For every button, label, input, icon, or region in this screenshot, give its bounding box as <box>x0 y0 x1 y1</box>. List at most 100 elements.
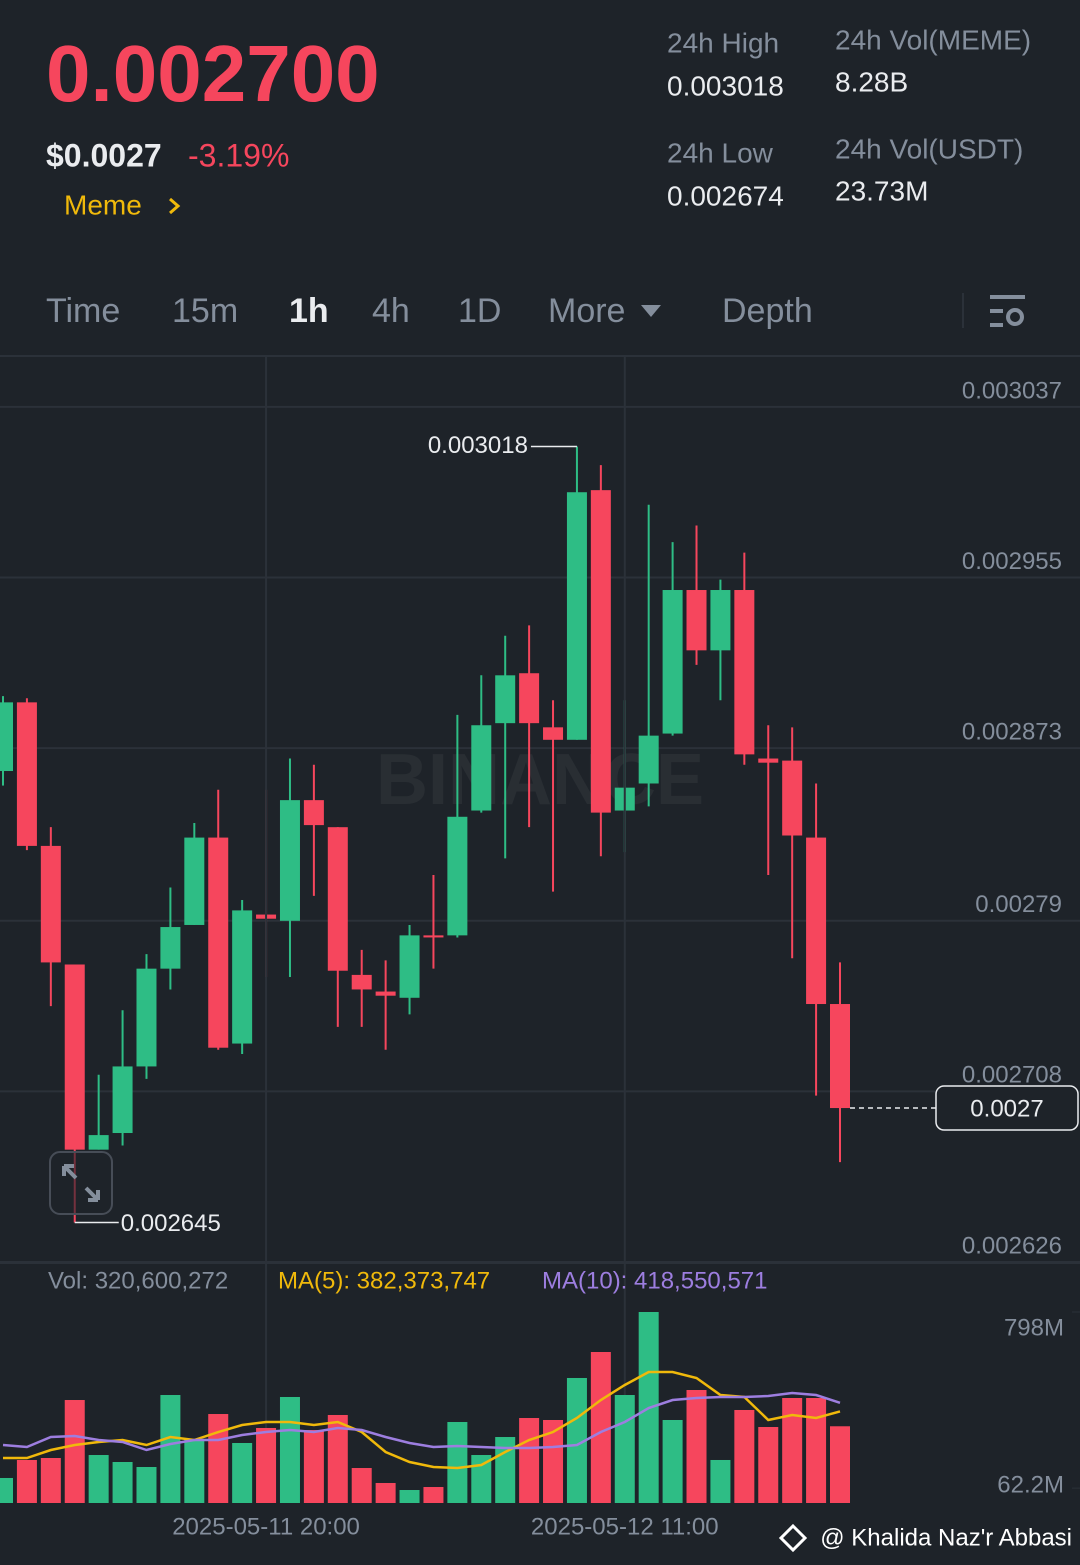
tab[interactable]: Depth <box>722 292 813 330</box>
candle-body <box>64 964 85 1150</box>
y-tick-label: 62.2M <box>997 1471 1064 1498</box>
volume-bar <box>327 1414 348 1503</box>
candle-body <box>40 845 61 963</box>
volume-bar <box>662 1419 683 1503</box>
stat-label: 24h Vol(MEME) <box>835 24 1031 55</box>
candle-body <box>590 490 611 813</box>
volume-bar <box>0 1477 13 1503</box>
candle-body <box>638 735 659 784</box>
legend-label: MA(10): 418,550,571 <box>542 1267 767 1294</box>
candle-body <box>327 827 348 971</box>
high-label: 0.003018 <box>428 432 528 459</box>
tab[interactable]: 1h <box>289 292 329 330</box>
stat-value: 8.28B <box>835 66 908 97</box>
volume-bar <box>423 1487 444 1503</box>
y-tick-label: 0.002626 <box>962 1232 1062 1259</box>
candle-body <box>495 675 516 724</box>
candle-body <box>399 935 420 998</box>
candle-body <box>662 590 683 734</box>
tab[interactable]: Time <box>46 292 120 330</box>
candle-body <box>112 1066 133 1134</box>
candle-body <box>136 968 157 1067</box>
candle-body <box>208 837 229 1048</box>
tab[interactable]: More <box>548 292 625 330</box>
candle-body <box>758 758 779 763</box>
tag-link[interactable]: Meme <box>64 189 142 220</box>
candle-body <box>782 760 803 836</box>
stat-value: 0.002674 <box>667 180 784 211</box>
volume-bar <box>64 1400 85 1503</box>
candle-body <box>303 800 324 826</box>
candle-body <box>543 727 564 740</box>
volume-bar <box>734 1409 755 1503</box>
dropdown-icon[interactable] <box>641 305 661 317</box>
tab[interactable]: 15m <box>172 292 238 330</box>
y-tick-label: 798M <box>1004 1314 1064 1341</box>
stat-label: 24h High <box>667 27 779 58</box>
price-change: -3.19% <box>188 137 289 173</box>
y-tick-label: 0.002873 <box>962 718 1062 745</box>
candle-body <box>471 725 492 811</box>
volume-bar <box>614 1395 635 1503</box>
candle-body <box>375 991 396 996</box>
candle-body <box>566 492 587 740</box>
usd-price: $0.0027 <box>46 137 162 173</box>
volume-bar <box>710 1459 731 1503</box>
candle-body <box>519 673 540 724</box>
candle-body <box>806 837 827 1005</box>
candle-body <box>734 590 755 755</box>
legend-label: MA(5): 382,373,747 <box>278 1267 490 1294</box>
last-price: 0.002700 <box>46 29 380 118</box>
tab[interactable]: 1D <box>458 292 501 330</box>
settings-icon[interactable] <box>990 295 1025 327</box>
volume-bar <box>519 1418 540 1503</box>
volume-bar <box>399 1490 420 1503</box>
volume-bar <box>830 1426 850 1503</box>
y-tick-label: 0.002708 <box>962 1062 1062 1089</box>
expand-icon[interactable] <box>62 1164 100 1202</box>
volume-bar <box>208 1414 229 1503</box>
volume-bar <box>88 1455 109 1503</box>
y-tick-label: 0.003037 <box>962 377 1062 404</box>
volume-bar <box>686 1390 707 1503</box>
volume-bar <box>806 1397 827 1503</box>
tab[interactable]: 4h <box>372 292 410 330</box>
candle-body <box>447 816 468 936</box>
stat-label: 24h Low <box>667 137 774 168</box>
candle-body <box>423 935 444 938</box>
volume-bar <box>782 1397 803 1503</box>
price-box <box>935 1085 1079 1131</box>
candle-body <box>160 927 181 969</box>
ma-line <box>3 1370 841 1470</box>
volume-bar <box>447 1422 468 1503</box>
volume-bar <box>375 1482 396 1503</box>
candle-body <box>830 1004 850 1109</box>
candle-body <box>279 800 300 921</box>
chevron-icon[interactable] <box>169 197 181 215</box>
volume-bar <box>232 1442 253 1503</box>
volume-bar <box>184 1440 205 1503</box>
volume-bar <box>758 1427 779 1503</box>
volume-bar <box>16 1459 37 1503</box>
volume-bar <box>136 1467 157 1503</box>
ma-line <box>2 1391 841 1452</box>
stat-value: 0.003018 <box>667 70 784 101</box>
chart: 0.003037 0.002955 0.002873 0.00279 0.002708 0… <box>0 357 1080 1540</box>
volume-bar <box>256 1427 277 1503</box>
credit-logo <box>778 1523 808 1553</box>
stat-label: 24h Vol(USDT) <box>835 133 1023 164</box>
volume-bar <box>543 1419 564 1503</box>
candle-body <box>88 1135 109 1150</box>
low-label: 0.002645 <box>121 1210 221 1237</box>
expand-button[interactable] <box>49 1151 113 1215</box>
current-price: 0.0027 <box>970 1095 1043 1122</box>
candle-body <box>686 590 707 651</box>
candle-body <box>16 702 37 846</box>
candle-body <box>184 837 205 925</box>
volume-bar <box>351 1468 372 1503</box>
volume-bar <box>590 1351 611 1503</box>
volume-bar <box>471 1455 492 1503</box>
